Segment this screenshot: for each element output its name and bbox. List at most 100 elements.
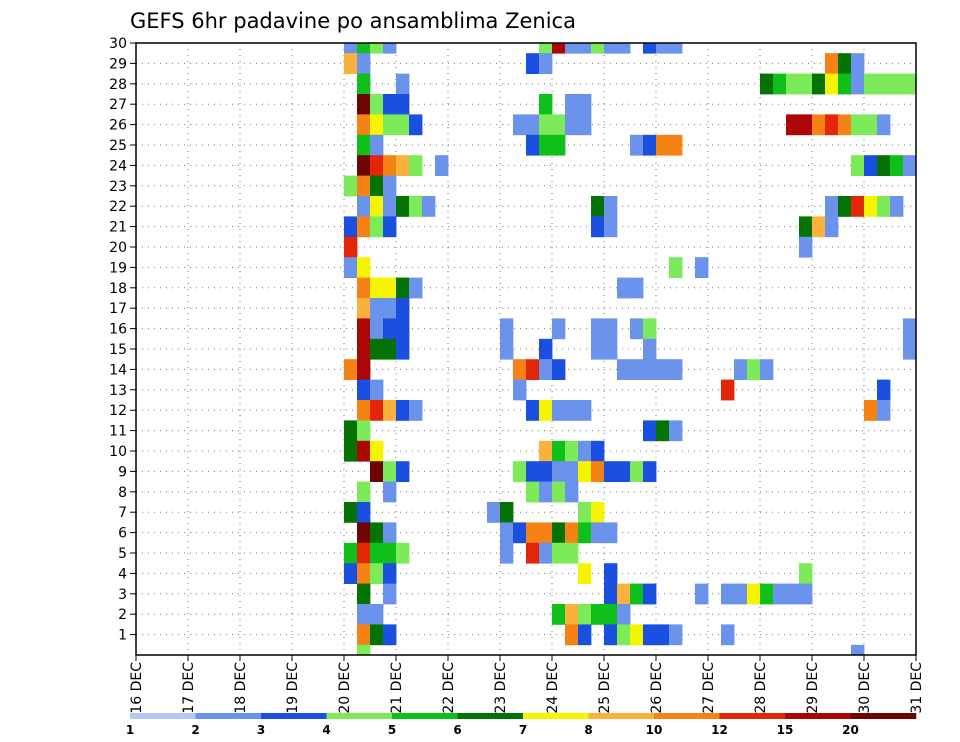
heatmap-cell — [591, 522, 605, 544]
heatmap-cell — [578, 624, 592, 646]
heatmap-cell — [552, 440, 566, 462]
y-tick-label: 21 — [109, 220, 127, 236]
heatmap-cell — [552, 359, 566, 380]
y-tick-label: 3 — [118, 587, 127, 603]
heatmap-cell — [357, 175, 371, 197]
heatmap-cell — [383, 318, 397, 340]
heatmap-cell — [825, 196, 839, 217]
heatmap-cell — [396, 298, 410, 319]
heatmap-cell — [903, 318, 917, 340]
heatmap-cell — [435, 155, 449, 176]
heatmap-cell — [591, 43, 605, 54]
heatmap-cell — [812, 73, 826, 95]
heatmap-cell — [383, 542, 397, 564]
heatmap-cell — [630, 461, 644, 482]
heatmap-cell — [344, 420, 358, 442]
heatmap-cell — [903, 338, 917, 360]
y-tick-label: 22 — [109, 199, 127, 215]
heatmap-cell — [591, 440, 605, 462]
heatmap-cell — [383, 196, 397, 217]
colorbar-label: 1 — [126, 723, 134, 737]
heatmap-cell — [786, 73, 800, 95]
colorbar-swatch — [392, 713, 458, 719]
heatmap-cell — [357, 379, 371, 401]
heatmap-cell — [838, 53, 852, 74]
heatmap-cell — [695, 257, 709, 278]
heatmap-cell — [825, 216, 839, 238]
heatmap-cell — [500, 502, 514, 523]
heatmap-cell — [526, 134, 540, 156]
heatmap-cell — [357, 420, 371, 442]
heatmap-cell — [370, 440, 384, 462]
heatmap-cell — [370, 542, 384, 564]
heatmap-cell — [357, 257, 371, 278]
heatmap-cell — [591, 461, 605, 482]
heatmap-cell — [526, 400, 540, 421]
heatmap-cell — [396, 73, 410, 95]
heatmap-cell — [825, 53, 839, 74]
heatmap-cell — [357, 502, 371, 523]
y-tick-label: 7 — [118, 505, 127, 521]
y-tick-label: 19 — [109, 260, 127, 276]
heatmap-cell — [825, 73, 839, 95]
heatmap-cell — [370, 318, 384, 340]
heatmap-cell — [656, 359, 670, 380]
y-tick-label: 20 — [109, 240, 127, 256]
x-tick-label: 19 DEC — [285, 662, 301, 714]
colorbar-label: 7 — [519, 723, 527, 737]
heatmap-cell — [357, 196, 371, 217]
heatmap-cell — [760, 73, 774, 95]
heatmap-cell — [539, 43, 553, 54]
heatmap-cell — [565, 400, 579, 421]
y-tick-label: 8 — [118, 485, 127, 501]
heatmap-cell — [383, 277, 397, 299]
y-tick-label: 14 — [109, 362, 127, 378]
heatmap-cell — [370, 604, 384, 625]
heatmap-cell — [669, 43, 683, 54]
y-tick-label: 4 — [118, 566, 127, 582]
colorbar-label: 8 — [584, 723, 592, 737]
heatmap-cell — [552, 604, 566, 625]
heatmap-cell — [383, 216, 397, 238]
colorbar-swatch — [785, 713, 851, 719]
heatmap-cell — [851, 196, 865, 217]
colorbar-label: 5 — [388, 723, 396, 737]
heatmap-cell — [383, 563, 397, 584]
heatmap-cell — [565, 481, 579, 503]
y-tick-label: 15 — [109, 342, 127, 358]
heatmap-cell — [383, 175, 397, 197]
y-tick-label: 12 — [109, 403, 127, 419]
colorbar-label: 15 — [777, 723, 794, 737]
heatmap-cell — [344, 542, 358, 564]
heatmap-cell — [851, 73, 865, 95]
x-tick-label: 29 DEC — [805, 662, 821, 714]
heatmap-cell — [604, 563, 618, 584]
heatmap-cell — [643, 318, 657, 340]
heatmap-cell — [357, 400, 371, 421]
heatmap-cell — [617, 277, 631, 299]
heatmap-cell — [552, 542, 566, 564]
heatmap-cell — [370, 175, 384, 197]
heatmap-cell — [877, 379, 891, 401]
heatmap-cell — [357, 155, 371, 176]
y-tick-label: 25 — [109, 138, 127, 154]
heatmap-cell — [526, 359, 540, 380]
heatmap-cell — [565, 43, 579, 54]
heatmap-cell — [643, 338, 657, 360]
heatmap-cell — [526, 114, 540, 136]
heatmap-cell — [643, 461, 657, 482]
heatmap-cell — [669, 134, 683, 156]
heatmap-cell — [344, 43, 358, 54]
colorbar-swatch — [130, 713, 196, 719]
y-tick-label: 29 — [109, 56, 127, 72]
heatmap-cell — [370, 94, 384, 115]
heatmap-cell — [656, 420, 670, 442]
heatmap-cell — [526, 522, 540, 544]
heatmap-cell — [383, 461, 397, 482]
heatmap-cell — [838, 196, 852, 217]
heatmap-cell — [552, 400, 566, 421]
heatmap-cell — [357, 43, 371, 54]
heatmap-cell — [799, 583, 813, 605]
heatmap-cell — [890, 196, 904, 217]
heatmap-cell — [890, 155, 904, 176]
